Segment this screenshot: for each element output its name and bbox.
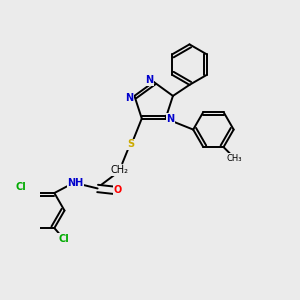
Text: N: N: [166, 113, 174, 124]
Text: N: N: [145, 75, 153, 85]
Text: Cl: Cl: [58, 234, 69, 244]
Text: CH₃: CH₃: [227, 154, 242, 163]
Text: Cl: Cl: [16, 182, 27, 193]
Text: N: N: [126, 93, 134, 103]
Text: NH: NH: [68, 178, 84, 188]
Text: S: S: [127, 139, 134, 149]
Text: O: O: [114, 185, 122, 195]
Text: CH₂: CH₂: [111, 165, 129, 175]
